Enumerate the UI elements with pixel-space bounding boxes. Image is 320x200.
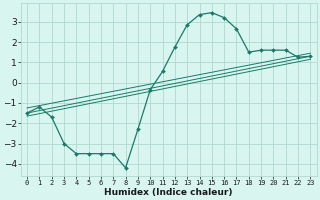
X-axis label: Humidex (Indice chaleur): Humidex (Indice chaleur)	[104, 188, 233, 197]
